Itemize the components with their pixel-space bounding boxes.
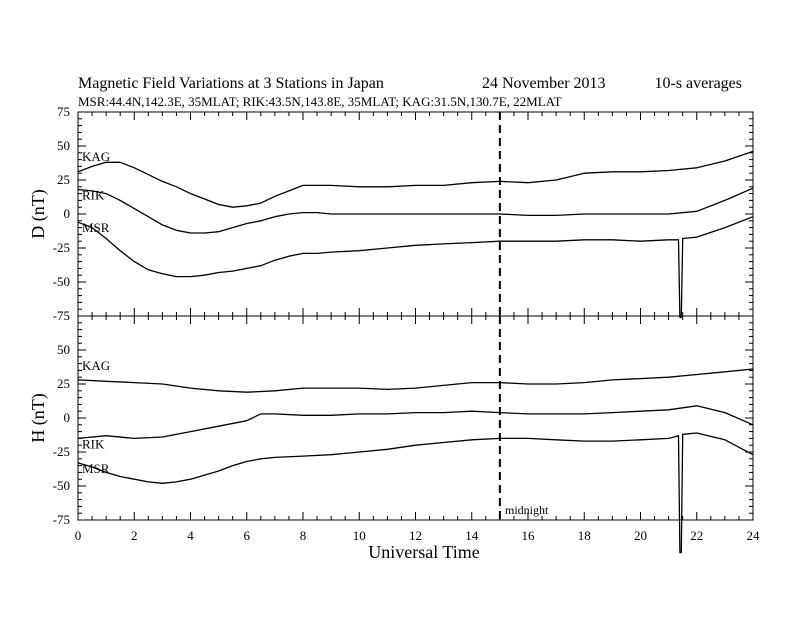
series-label-kag-h: KAG xyxy=(82,358,110,373)
y-axis-label-d: D (nT) xyxy=(28,189,49,238)
x-tick-label: 18 xyxy=(578,528,591,543)
panel-d: 75 50 25 0 -25 -50 -75 D (nT) KAG RIK MSR xyxy=(28,104,754,323)
y-tick-label-d: 75 xyxy=(57,104,70,119)
y-tick-label-h: -75 xyxy=(53,512,70,527)
series-msr-d xyxy=(77,216,754,319)
series-rik-h xyxy=(77,405,754,440)
series-msr-h xyxy=(77,432,754,554)
series-label-msr-h: MSR xyxy=(82,461,110,476)
series-label-msr-d: MSR xyxy=(82,220,110,235)
series-kag-h xyxy=(77,368,754,393)
panel-h-frame xyxy=(77,315,754,521)
x-axis-label: Universal Time xyxy=(368,542,480,562)
x-tick-label: 24 xyxy=(747,528,761,543)
series-label-kag-d: KAG xyxy=(82,149,110,164)
y-tick-label-d: -75 xyxy=(53,308,70,323)
midnight-label: midnight xyxy=(505,503,549,517)
y-tick-label-d: 25 xyxy=(57,172,70,187)
x-tick-label: 16 xyxy=(522,528,536,543)
y-tick-label-h: -25 xyxy=(53,444,70,459)
chart-title: Magnetic Field Variations at 3 Stations … xyxy=(78,75,384,92)
x-tick-label: 14 xyxy=(465,528,479,543)
x-tick-label: 0 xyxy=(75,528,82,543)
x-tick-label: 12 xyxy=(409,528,422,543)
x-tick-label: 8 xyxy=(300,528,307,543)
chart-date: 24 November 2013 xyxy=(482,75,606,92)
x-tick-label: 10 xyxy=(353,528,366,543)
y-tick-label-d: 50 xyxy=(57,138,70,153)
series-label-rik-h: RIK xyxy=(82,436,105,451)
x-tick-label: 22 xyxy=(690,528,703,543)
y-tick-label-d: -50 xyxy=(53,274,70,289)
series-rik-d xyxy=(77,187,754,234)
y-tick-label-d: 0 xyxy=(64,206,71,221)
y-tick-label-h: -50 xyxy=(53,478,70,493)
series-kag-d xyxy=(77,150,754,208)
y-tick-label-h: 25 xyxy=(57,376,70,391)
x-tick-label: 2 xyxy=(131,528,138,543)
x-tick-label: 4 xyxy=(187,528,194,543)
chart-averages: 10-s averages xyxy=(654,75,742,92)
y-axis-label-h: H (nT) xyxy=(28,393,49,442)
chart-subtitle: MSR:44.4N,142.3E, 35MLAT; RIK:43.5N,143.… xyxy=(78,94,562,109)
x-tick-label: 20 xyxy=(634,528,647,543)
x-tick-label: 6 xyxy=(244,528,251,543)
y-tick-label-d: -25 xyxy=(53,240,70,255)
series-label-rik-d: RIK xyxy=(82,188,105,203)
y-tick-label-h: 0 xyxy=(64,410,71,425)
y-tick-label-h: 50 xyxy=(57,342,70,357)
